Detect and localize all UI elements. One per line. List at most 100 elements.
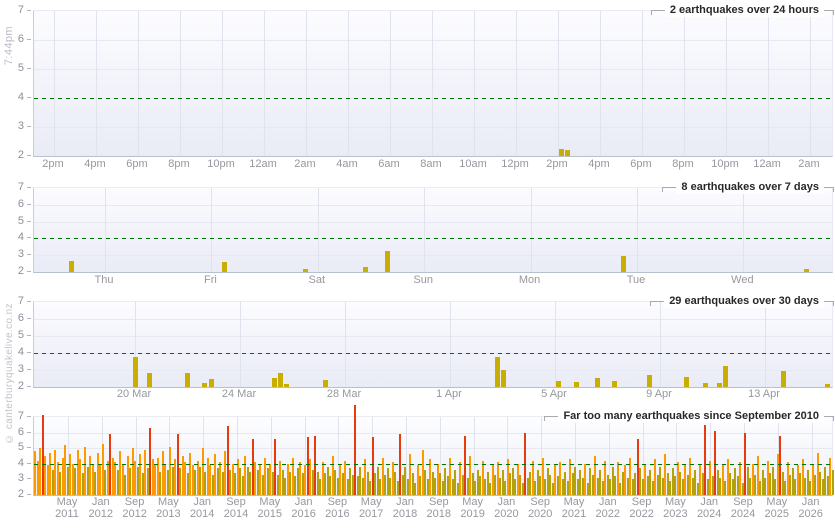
quake-bar[interactable] <box>374 473 376 495</box>
quake-bar[interactable] <box>259 465 261 495</box>
quake-bar[interactable] <box>376 466 379 495</box>
quake-bar[interactable] <box>476 470 479 495</box>
quake-bar[interactable] <box>206 457 209 495</box>
quake-bar[interactable] <box>659 466 661 495</box>
quake-bar[interactable] <box>661 477 664 495</box>
quake-bar[interactable] <box>379 479 381 495</box>
quake-bar[interactable] <box>581 477 584 495</box>
quake-bar[interactable] <box>281 470 284 495</box>
quake-bar[interactable] <box>74 468 76 495</box>
quake-bar[interactable] <box>716 470 719 495</box>
quake-bar[interactable] <box>434 477 436 495</box>
quake-bar[interactable] <box>454 470 456 495</box>
quake-bar[interactable] <box>84 446 86 495</box>
quake-bar[interactable] <box>329 476 331 495</box>
quake-bar[interactable] <box>289 471 291 495</box>
quake-bar[interactable] <box>419 476 421 495</box>
quake-bar[interactable] <box>609 479 611 495</box>
quake-bar[interactable] <box>209 378 214 387</box>
quake-bar[interactable] <box>231 463 234 495</box>
quake-bar[interactable] <box>784 480 786 495</box>
quake-bar[interactable] <box>104 470 106 495</box>
quake-bar[interactable] <box>179 468 181 495</box>
quake-bar[interactable] <box>721 465 724 495</box>
quake-bar[interactable] <box>731 479 734 495</box>
quake-bar[interactable] <box>776 454 779 495</box>
quake-bar[interactable] <box>56 462 59 495</box>
quake-bar[interactable] <box>684 465 686 495</box>
quake-bar[interactable] <box>811 463 814 495</box>
quake-bar[interactable] <box>369 480 371 495</box>
quake-bar[interactable] <box>749 477 751 495</box>
quake-bar[interactable] <box>621 256 626 272</box>
quake-bar[interactable] <box>699 463 701 495</box>
quake-bar[interactable] <box>144 449 146 495</box>
quake-bar[interactable] <box>469 456 471 495</box>
quake-bar[interactable] <box>154 465 156 495</box>
quake-bar[interactable] <box>736 476 739 495</box>
quake-bar[interactable] <box>356 476 359 495</box>
quake-bar[interactable] <box>703 382 708 387</box>
quake-bar[interactable] <box>781 370 786 387</box>
quake-bar[interactable] <box>781 471 784 495</box>
quake-bar[interactable] <box>556 381 561 387</box>
quake-bar[interactable] <box>284 384 289 387</box>
quake-bar[interactable] <box>754 474 756 495</box>
quake-bar[interactable] <box>136 466 139 495</box>
quake-bar[interactable] <box>821 479 824 495</box>
quake-bar[interactable] <box>546 468 549 495</box>
quake-bar[interactable] <box>266 468 269 495</box>
quake-bar[interactable] <box>739 462 741 495</box>
quake-bar[interactable] <box>621 471 624 495</box>
quake-bar[interactable] <box>481 460 484 495</box>
quake-bar[interactable] <box>779 435 781 495</box>
quake-bar[interactable] <box>354 404 356 495</box>
quake-bar[interactable] <box>681 479 684 495</box>
quake-bar[interactable] <box>46 465 49 495</box>
quake-bar[interactable] <box>406 479 409 495</box>
quake-bar[interactable] <box>634 473 636 495</box>
quake-bar[interactable] <box>565 150 570 156</box>
quake-bar[interactable] <box>664 454 666 495</box>
quake-bar[interactable] <box>689 457 691 495</box>
quake-bar[interactable] <box>421 449 424 495</box>
quake-bar[interactable] <box>161 451 164 495</box>
quake-bar[interactable] <box>69 454 71 495</box>
quake-bar[interactable] <box>764 477 766 495</box>
quake-bar[interactable] <box>384 474 386 495</box>
quake-bar[interactable] <box>244 456 246 495</box>
quake-bar[interactable] <box>286 463 289 495</box>
quake-bar[interactable] <box>323 380 328 387</box>
quake-bar[interactable] <box>147 372 152 387</box>
quake-bar[interactable] <box>214 454 216 495</box>
quake-bar[interactable] <box>719 477 721 495</box>
quake-bar[interactable] <box>694 470 696 495</box>
quake-bar[interactable] <box>626 477 629 495</box>
quake-bar[interactable] <box>814 474 816 495</box>
quake-bar[interactable] <box>61 457 64 495</box>
quake-bar[interactable] <box>612 381 617 387</box>
quake-bar[interactable] <box>119 451 121 495</box>
quake-bar[interactable] <box>81 473 84 495</box>
quake-bar[interactable] <box>825 383 830 387</box>
quake-bar[interactable] <box>201 448 204 495</box>
quake-bar[interactable] <box>381 457 384 495</box>
quake-bar[interactable] <box>614 476 616 495</box>
quake-bar[interactable] <box>269 463 271 495</box>
quake-bar[interactable] <box>654 459 656 495</box>
quake-bar[interactable] <box>474 480 476 495</box>
quake-bar[interactable] <box>449 457 451 495</box>
quake-bar[interactable] <box>646 476 649 495</box>
quake-bar[interactable] <box>404 466 406 495</box>
quake-bar[interactable] <box>134 460 136 495</box>
quake-bar[interactable] <box>101 443 104 495</box>
quake-bar[interactable] <box>364 459 366 495</box>
quake-bar[interactable] <box>631 479 634 495</box>
quake-bar[interactable] <box>704 424 706 495</box>
quake-bar[interactable] <box>431 471 434 495</box>
quake-bar[interactable] <box>191 465 194 495</box>
quake-bar[interactable] <box>336 477 339 495</box>
quake-bar[interactable] <box>319 479 321 495</box>
quake-bar[interactable] <box>71 463 74 495</box>
quake-bar[interactable] <box>91 463 94 495</box>
